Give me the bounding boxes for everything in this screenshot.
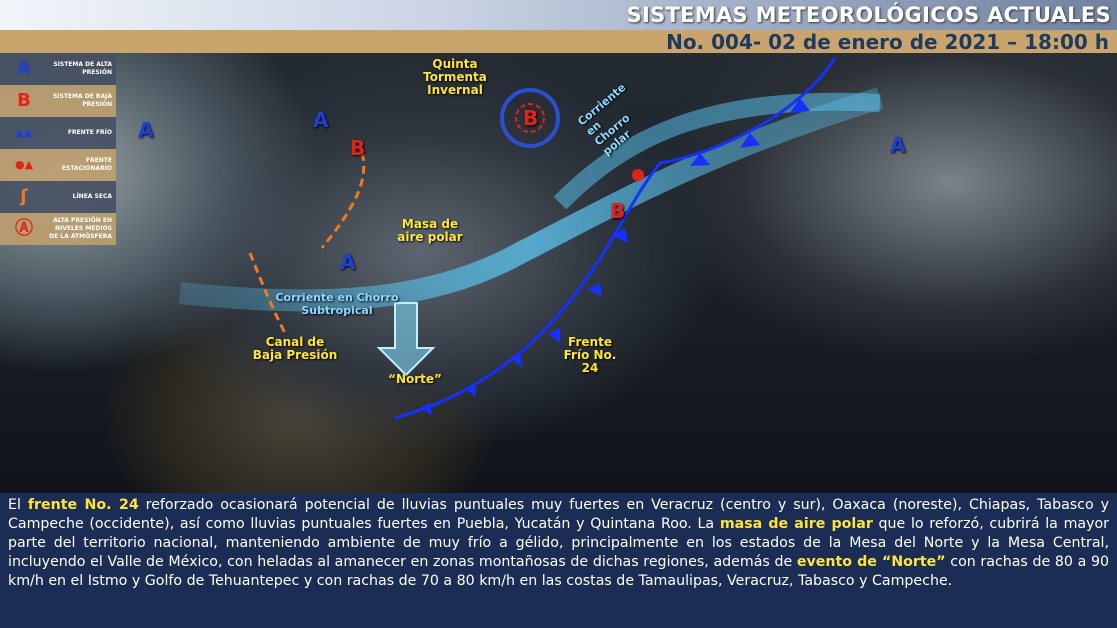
page-title: SISTEMAS METEOROLÓGICOS ACTUALES <box>626 3 1111 27</box>
cold-front-icon: ▲▲ <box>15 126 33 139</box>
polar-jet <box>553 92 881 210</box>
dry-line <box>320 152 366 249</box>
legend-item: B SISTEMA DE BAJA PRESIÓN <box>0 85 116 117</box>
forecast-text: El frente No. 24 reforzado ocasionará po… <box>0 493 1117 628</box>
high-pressure-marker: A <box>890 133 906 157</box>
subtropical-jet <box>178 87 884 312</box>
front-label: Frente Frío No. 24 <box>563 335 617 375</box>
dry-line-icon: ʃ <box>20 186 28 207</box>
storm-circulation <box>500 88 560 148</box>
stationary-front-icon: ●▲ <box>14 158 34 171</box>
subtropical-jet-label: Corriente en Chorro Subtropical <box>275 291 399 317</box>
trough-label: Canal de Baja Presión <box>252 335 338 362</box>
trough-line <box>248 252 287 334</box>
cold-front-triangles <box>420 98 810 415</box>
legend: A SISTEMA DE ALTA PRESIÓN B SISTEMA DE BAJ… <box>0 53 116 245</box>
upper-high-icon: Ⓐ <box>15 218 33 239</box>
legend-item: A SISTEMA DE ALTA PRESIÓN <box>0 53 116 85</box>
legend-item: ●▲ FRENTE ESTACIONARIO <box>0 149 116 181</box>
stationary-front-dot <box>632 169 644 181</box>
norte-label: “Norte” <box>388 372 442 386</box>
high-pressure-marker: A <box>340 250 356 274</box>
storm-label: Quinta Tormenta Invernal <box>423 57 487 97</box>
legend-item: ʃ LÍNEA SECA <box>0 181 116 213</box>
legend-item: ▲▲ FRENTE FRÍO <box>0 117 116 149</box>
header: SISTEMAS METEOROLÓGICOS ACTUALES <box>0 0 1117 30</box>
date-band: No. 004- 02 de enero de 2021 – 18:00 h <box>0 30 1117 54</box>
low-pressure-marker: B <box>610 199 626 223</box>
low-pressure-marker: B <box>523 106 539 130</box>
high-pressure-icon: A <box>17 58 31 79</box>
high-pressure-marker: A <box>138 118 154 142</box>
bulletin-date: No. 004- 02 de enero de 2021 – 18:00 h <box>666 30 1109 54</box>
legend-item: Ⓐ ALTA PRESIÓN EN NIVELES MEDIOS DE LA AT… <box>0 213 116 245</box>
high-pressure-marker: A <box>313 108 329 132</box>
polar-mass-label: Masa de aire polar <box>397 217 463 244</box>
weather-map: A A A A B B B Quinta Tormenta Invernal M… <box>0 53 1117 493</box>
map-overlays <box>178 57 884 420</box>
low-pressure-marker: B <box>350 136 366 160</box>
north-wind-arrow <box>376 302 436 377</box>
low-pressure-icon: B <box>17 90 31 111</box>
cold-front-line <box>394 57 837 420</box>
